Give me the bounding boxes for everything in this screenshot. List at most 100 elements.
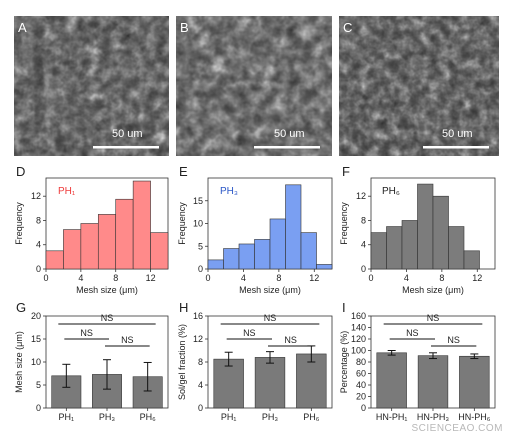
y-tick-label: 5 [36, 380, 41, 390]
histogram-bar [448, 226, 465, 270]
x-tick-label: 8 [439, 273, 444, 283]
histogram-bar [463, 250, 480, 270]
y-tick-label: 8 [361, 215, 366, 225]
bar [213, 358, 244, 409]
panel-letter-i: I [342, 300, 346, 315]
charts-layer: 0 4 8 12 Frequency 0 4 8 12 Mesh size (μm) PH₁ 0 5 10… [14, 177, 496, 422]
y-axis-label: Frequency [339, 202, 349, 245]
y-tick-label: 20 [356, 392, 366, 402]
y-tick-label: 120 [351, 334, 366, 344]
scale-bar-b [254, 146, 320, 149]
panel-letter-c: C [343, 20, 353, 35]
y-axis-label: Sol/gel fraction (%) [177, 324, 187, 400]
scale-bar-label-b: 50 um [274, 128, 305, 140]
sem-image-a [14, 16, 169, 156]
x-tick-label: 0 [368, 273, 373, 283]
histogram-bar [386, 226, 403, 270]
x-tick-label: HN-PH₁ [376, 412, 408, 422]
significance-label: NS [243, 328, 256, 338]
significance-label: NS [406, 328, 419, 338]
y-tick-label: 15 [193, 196, 203, 206]
scale-bar-a [93, 146, 159, 149]
bar [376, 352, 407, 409]
y-tick-label: 12 [193, 334, 203, 344]
y-tick-label: 12 [31, 191, 41, 201]
y-tick-label: 0 [36, 403, 41, 413]
bar [296, 353, 327, 409]
histogram-bar [254, 239, 271, 270]
significance-label: NS [101, 313, 114, 323]
x-tick-label: PH₁ [59, 412, 75, 422]
watermark: SCIENCEAO.COM [411, 423, 503, 434]
x-tick-label: 0 [43, 273, 48, 283]
histogram-bar [238, 243, 255, 270]
histogram-bar [207, 259, 224, 270]
y-tick-label: 140 [351, 323, 366, 333]
x-tick-label: PH₁ [221, 412, 237, 422]
scale-bar-label-c: 50 um [442, 128, 473, 140]
histogram-bar [45, 250, 64, 270]
y-axis-label: Percentage (%) [339, 331, 349, 394]
x-axis-label: Mesh size (μm) [239, 285, 301, 295]
x-tick-label: PH₃ [262, 412, 279, 422]
x-tick-label: HN-PH₆ [458, 412, 490, 422]
group-tag: PH₃ [220, 186, 238, 197]
y-axis-label: Mesh size (μm) [14, 331, 24, 393]
x-tick-label: 4 [241, 273, 246, 283]
histogram-bar [132, 180, 151, 270]
y-tick-label: 12 [356, 191, 366, 201]
sem-image-b [176, 16, 332, 156]
y-tick-label: 10 [31, 357, 41, 367]
chart-g: 0 5 10 15 20 Mesh size (μm) PH₁ PH₃ PH₆ NS NS NS [14, 311, 169, 422]
histogram-bar [269, 218, 286, 270]
y-tick-label: 100 [351, 346, 366, 356]
chart-f: 0 4 8 12 Frequency 0 4 8 12 Mesh size (μm) PH₆ [339, 177, 496, 295]
y-tick-label: 8 [36, 215, 41, 225]
histogram-bar [401, 220, 418, 270]
histogram-bar [316, 264, 333, 270]
y-tick-label: 80 [356, 357, 366, 367]
significance-label: NS [80, 328, 93, 338]
bar [459, 355, 490, 409]
scale-bar-c [423, 146, 489, 149]
x-tick-label: 8 [276, 273, 281, 283]
y-tick-label: 20 [31, 311, 41, 321]
panel-letter-d: D [16, 164, 25, 179]
sem-image-c [339, 16, 499, 156]
chart-d: 0 4 8 12 Frequency 0 4 8 12 Mesh size (μm) PH₁ [14, 177, 169, 295]
bar [254, 357, 286, 409]
y-tick-label: 0 [361, 264, 366, 274]
histogram-bar [97, 214, 117, 270]
histogram-bar [300, 232, 317, 270]
significance-label: NS [284, 335, 297, 345]
histogram-bar [285, 184, 302, 270]
y-tick-label: 4 [198, 380, 203, 390]
histogram-bar [150, 232, 169, 270]
significance-label: NS [121, 335, 134, 345]
scale-bar-label-a: 50 um [112, 128, 143, 140]
histogram-bar [63, 229, 82, 270]
y-tick-label: 0 [198, 403, 203, 413]
x-tick-label: 4 [78, 273, 83, 283]
y-axis-label: Frequency [14, 202, 24, 245]
y-tick-label: 15 [31, 334, 41, 344]
x-axis-label: Mesh size (μm) [402, 285, 464, 295]
chart-e: 0 5 10 15 Frequency 0 4 8 12 Mesh size (μm) PH₃ [177, 177, 333, 295]
y-tick-label: 0 [198, 264, 203, 274]
panel-letter-a: A [18, 20, 27, 35]
x-tick-label: PH₆ [303, 412, 320, 422]
group-tag: PH₁ [58, 186, 76, 197]
y-tick-label: 10 [193, 219, 203, 229]
chart-h: 0 4 8 12 16 Sol/gel fraction (%) PH₁ PH₃ PH₆ NS NS… [177, 311, 333, 422]
x-axis-label: Mesh size (μm) [76, 285, 138, 295]
x-tick-label: 12 [146, 273, 156, 283]
group-tag: PH₆ [382, 186, 400, 197]
x-tick-label: 12 [472, 273, 482, 283]
panel-letter-b: B [180, 20, 189, 35]
y-axis-label: Frequency [177, 202, 187, 245]
histogram-bar [223, 248, 240, 270]
significance-label: NS [427, 313, 440, 323]
x-tick-label: 0 [205, 273, 210, 283]
y-tick-label: 0 [361, 403, 366, 413]
